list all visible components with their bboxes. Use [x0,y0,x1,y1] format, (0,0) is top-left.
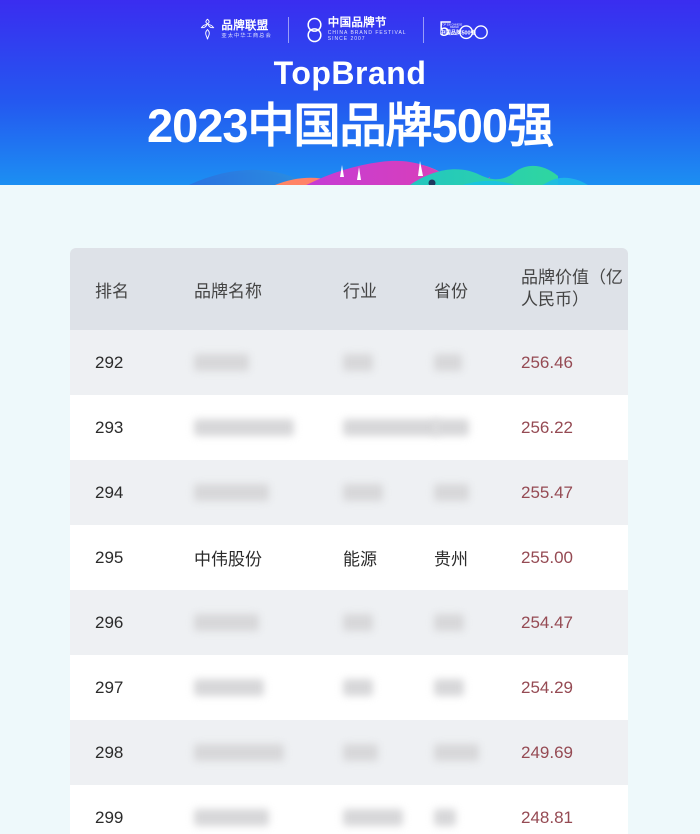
svg-text:中国品牌500强: 中国品牌500强 [440,28,477,36]
svg-text:BRAND: BRAND [450,26,459,29]
